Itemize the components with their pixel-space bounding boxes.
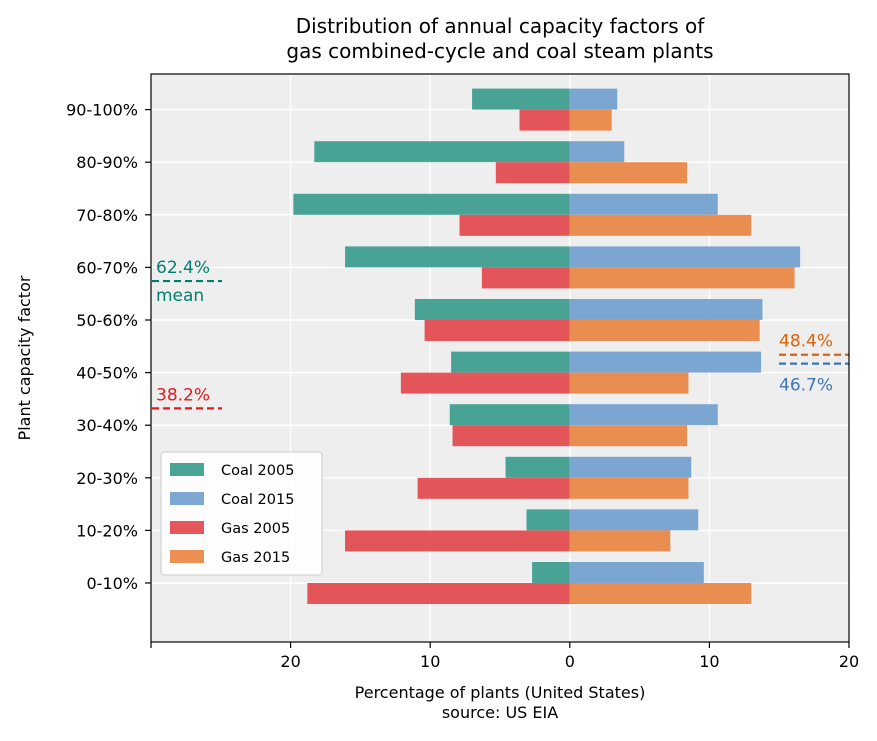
bar-coal-2005-60-70 [345,246,570,268]
y-tick-label: 90-100% [66,101,138,120]
legend-swatch-gas-2015 [170,550,204,563]
bar-coal-2015-50-60 [569,299,763,320]
y-tick-label: 40-50% [76,364,138,383]
mean-label-gas-2005: 38.2% [156,385,210,405]
bar-gas-2005-90-100 [519,109,570,131]
x-tick-label: 10 [420,652,440,671]
bar-gas-2005-80-90 [495,162,570,184]
legend-box [160,451,323,576]
bar-coal-2005-70-80 [293,193,570,215]
bar-coal-2005-30-40 [449,404,570,426]
bars [293,88,801,604]
bar-gas-2015-50-60 [569,320,760,341]
y-tick-label: 10-20% [76,521,138,540]
bar-gas-2005-0-10 [307,583,570,604]
bar-gas-2005-50-60 [424,320,570,341]
mean-label-gas-2015: 48.4% [779,332,833,352]
y-tick-label: 20-30% [76,469,138,488]
y-tick-label: 60-70% [76,258,138,277]
bar-gas-2015-40-50 [569,372,689,394]
bar-coal-2005-10-20 [526,509,570,531]
bar-gas-2005-20-30 [417,477,570,499]
legend-swatch-coal-2015 [170,492,204,505]
bar-gas-2005-40-50 [400,372,570,394]
y-tick-label: 50-60% [76,311,138,330]
bar-coal-2015-10-20 [569,509,699,531]
bar-coal-2005-90-100 [472,88,570,110]
x-axis-ticks: 20 10 0 10 20 [150,642,859,671]
legend-label-gas-2005: Gas 2005 [221,521,290,537]
x-axis-label: Percentage of plants (United States) sour… [355,683,646,722]
bar-coal-2015-90-100 [569,88,618,110]
legend-label-coal-2015: Coal 2015 [221,492,294,508]
legend-swatch-gas-2005 [170,521,204,534]
bar-coal-2015-70-80 [569,193,718,215]
bar-gas-2015-30-40 [569,425,688,447]
mean-label-coal-2005: 62.4% [156,258,210,278]
y-tick-label: 80-90% [76,153,138,172]
bar-coal-2005-80-90 [314,141,570,163]
bar-coal-2015-20-30 [569,456,692,478]
legend-label-coal-2005: Coal 2005 [221,463,294,479]
legend: Coal 2005 Coal 2015 Gas 2005 Gas 2015 [160,451,323,576]
bar-gas-2005-70-80 [459,214,570,236]
bar-coal-2015-0-10 [569,562,704,583]
x-tick-label: 20 [280,652,300,671]
bar-gas-2005-60-70 [481,267,570,289]
plot-frame [150,73,850,643]
bar-gas-2015-60-70 [569,267,795,289]
bar-gas-2005-30-40 [452,425,570,447]
bar-coal-2015-80-90 [569,141,625,163]
x-tick-label: 10 [699,652,719,671]
bar-coal-2005-40-50 [451,351,570,373]
bar-gas-2015-90-100 [569,109,612,131]
mean-annotations: 62.4% mean 38.2% 48.4% 46.7% [152,258,849,410]
y-tick-label: 30-40% [76,416,138,435]
legend-label-gas-2015: Gas 2015 [221,550,290,566]
bar-coal-2015-40-50 [569,351,762,373]
bar-gas-2015-10-20 [569,530,671,552]
bar-coal-2005-0-10 [532,562,570,583]
bar-coal-2005-20-30 [505,456,570,478]
bar-coal-2015-60-70 [569,246,801,268]
mean-label-coal-2015: 46.7% [779,376,833,396]
bar-coal-2005-50-60 [414,299,570,320]
mean-sublabel: mean [156,286,204,306]
bar-gas-2015-80-90 [569,162,688,184]
y-tick-label: 70-80% [76,206,138,225]
legend-swatch-coal-2005 [170,463,204,476]
bar-gas-2015-0-10 [569,583,752,604]
x-tick-label: 0 [565,652,575,671]
y-axis-ticks: 0-10% 10-20% 20-30% 30-40% 40-50% 50-60% 60-70… [66,101,151,593]
bar-coal-2015-30-40 [569,404,718,426]
y-tick-label: 0-10% [86,574,138,593]
y-axis-label: Plant capacity factor [15,275,34,440]
bar-gas-2005-10-20 [345,530,570,552]
bar-gas-2015-70-80 [569,214,752,236]
bar-gas-2015-20-30 [569,477,689,499]
x-tick-label: 20 [839,652,859,671]
chart-title: Distribution of annual capacity factors … [286,14,713,63]
